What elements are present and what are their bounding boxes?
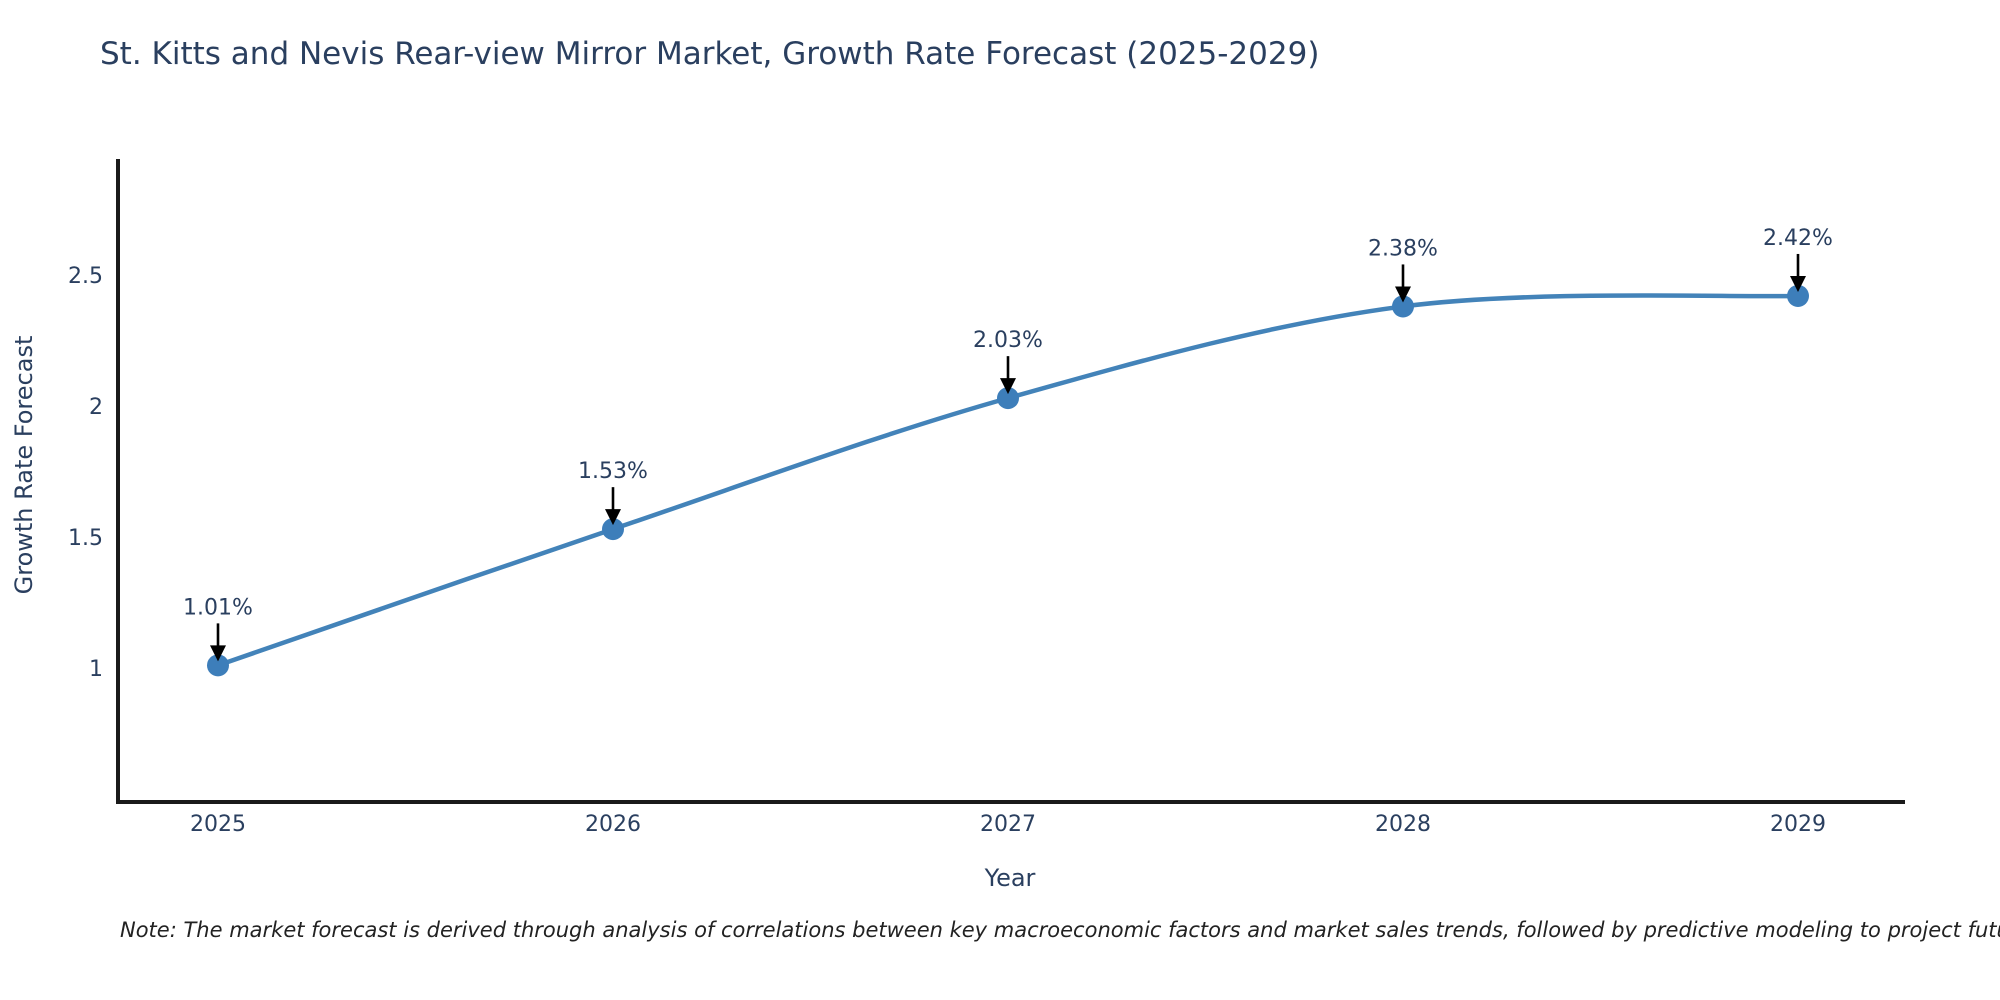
data-point-marker[interactable] [1392, 295, 1414, 318]
annotation-arrowhead [1395, 286, 1411, 303]
point-label: 2.03% [973, 328, 1043, 353]
y-tick-label: 2 [89, 395, 103, 420]
annotation-arrowhead [1790, 275, 1806, 292]
annotation-arrowhead [605, 509, 621, 526]
point-label: 1.01% [183, 595, 253, 620]
data-point-marker[interactable] [997, 387, 1019, 410]
x-axis-title: Year [984, 864, 1036, 892]
annotation-arrowhead [210, 645, 226, 662]
chart-title: St. Kitts and Nevis Rear-view Mirror Mar… [100, 36, 1320, 72]
point-label: 1.53% [578, 459, 648, 484]
x-tick-label: 2028 [1375, 812, 1431, 837]
footnote: Note: The market forecast is derived thr… [120, 918, 2000, 942]
annotation-arrowhead [1000, 378, 1016, 395]
point-label: 2.42% [1763, 226, 1833, 251]
x-tick-label: 2026 [585, 812, 641, 837]
data-point-marker[interactable] [1787, 284, 1809, 307]
y-tick-label: 1 [89, 657, 103, 682]
x-tick-label: 2027 [980, 812, 1036, 837]
y-tick-label: 1.5 [68, 526, 103, 551]
point-label: 2.38% [1368, 236, 1438, 261]
data-point-marker[interactable] [602, 518, 624, 541]
data-point-marker[interactable] [207, 654, 229, 677]
y-tick-label: 2.5 [68, 264, 103, 289]
x-tick-label: 2029 [1770, 812, 1826, 837]
y-axis-title: Growth Rate Forecast [10, 336, 38, 595]
x-tick-label: 2025 [190, 812, 246, 837]
